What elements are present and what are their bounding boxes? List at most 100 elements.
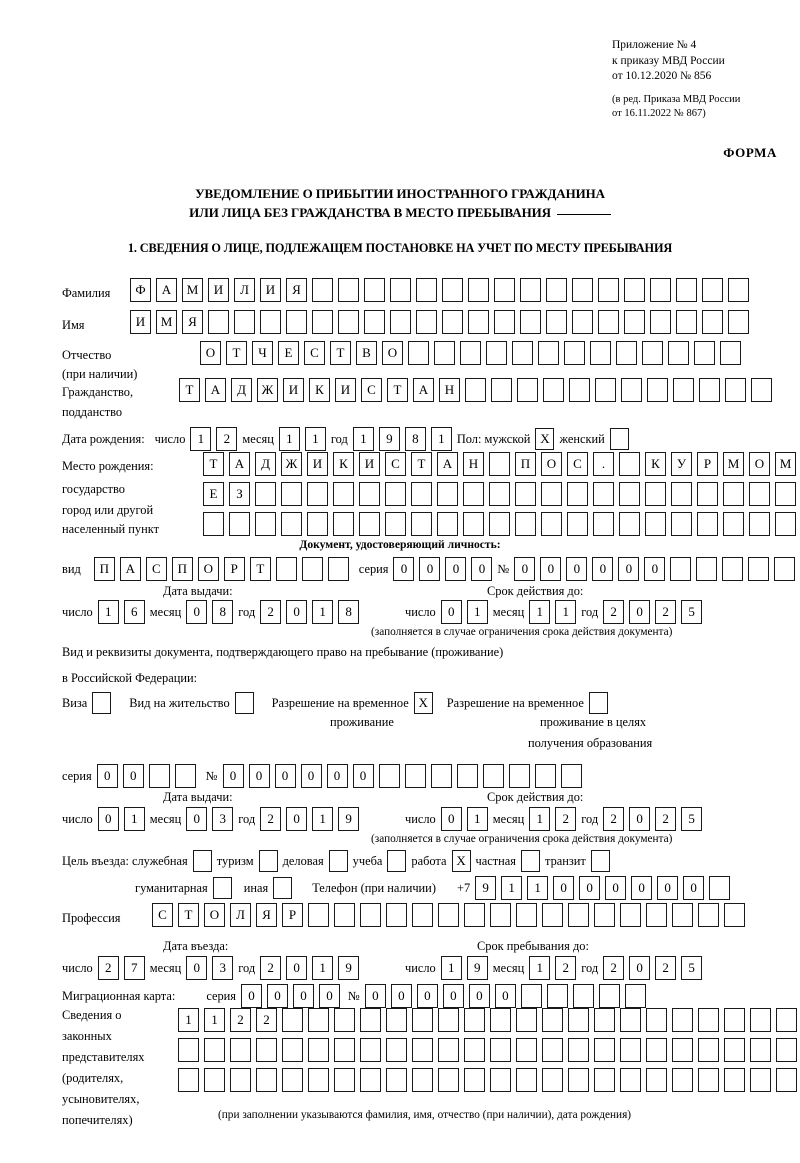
- char-cell[interactable]: [672, 1038, 693, 1062]
- char-cell[interactable]: 0: [629, 956, 651, 980]
- char-cell[interactable]: 2: [97, 956, 119, 980]
- char-cell[interactable]: [672, 903, 693, 927]
- char-cell[interactable]: [512, 341, 533, 365]
- char-cell[interactable]: [724, 903, 745, 927]
- char-cell[interactable]: 0: [248, 764, 270, 788]
- char-cell[interactable]: [702, 278, 723, 302]
- char-cell[interactable]: 0: [274, 764, 296, 788]
- birthplace-input-row-3[interactable]: [203, 512, 800, 536]
- char-cell[interactable]: [308, 903, 329, 927]
- char-cell[interactable]: 0: [592, 557, 614, 581]
- char-cell[interactable]: 0: [440, 807, 462, 831]
- char-cell[interactable]: [590, 341, 611, 365]
- char-cell[interactable]: [386, 1008, 407, 1032]
- char-cell[interactable]: [378, 764, 400, 788]
- char-cell[interactable]: [390, 278, 411, 302]
- char-cell[interactable]: [542, 903, 563, 927]
- char-cell[interactable]: А: [437, 452, 458, 476]
- char-cell[interactable]: [671, 512, 692, 536]
- char-cell[interactable]: Т: [387, 378, 408, 402]
- char-cell[interactable]: [698, 1068, 719, 1092]
- char-cell[interactable]: П: [93, 557, 115, 581]
- char-cell[interactable]: 7: [123, 956, 145, 980]
- char-cell[interactable]: [489, 482, 510, 506]
- char-cell[interactable]: [723, 512, 744, 536]
- char-cell[interactable]: 0: [618, 557, 640, 581]
- char-cell[interactable]: [282, 1008, 303, 1032]
- char-cell[interactable]: [174, 764, 196, 788]
- char-cell[interactable]: [411, 482, 432, 506]
- char-cell[interactable]: 0: [286, 807, 308, 831]
- char-cell[interactable]: Т: [203, 452, 224, 476]
- char-cell[interactable]: 1: [312, 600, 334, 624]
- char-cell[interactable]: Ф: [130, 278, 151, 302]
- char-cell[interactable]: 5: [681, 600, 703, 624]
- char-cell[interactable]: А: [156, 278, 177, 302]
- char-cell[interactable]: 0: [300, 764, 322, 788]
- char-cell[interactable]: [568, 1008, 589, 1032]
- char-cell[interactable]: 0: [286, 956, 308, 980]
- char-cell[interactable]: 1: [440, 956, 462, 980]
- purpose-other-checkbox[interactable]: [273, 877, 293, 899]
- char-cell[interactable]: [724, 1008, 745, 1032]
- char-cell[interactable]: Е: [203, 482, 224, 506]
- char-cell[interactable]: [750, 1068, 771, 1092]
- char-cell[interactable]: 5: [681, 807, 703, 831]
- char-cell[interactable]: [702, 310, 723, 334]
- char-cell[interactable]: П: [171, 557, 193, 581]
- char-cell[interactable]: 0: [326, 764, 348, 788]
- char-cell[interactable]: [546, 310, 567, 334]
- char-cell[interactable]: [334, 1008, 355, 1032]
- char-cell[interactable]: С: [567, 452, 588, 476]
- char-cell[interactable]: [515, 512, 536, 536]
- char-cell[interactable]: И: [335, 378, 356, 402]
- char-cell[interactable]: С: [145, 557, 167, 581]
- char-cell[interactable]: О: [749, 452, 770, 476]
- char-cell[interactable]: [728, 310, 749, 334]
- char-cell[interactable]: [593, 482, 614, 506]
- char-cell[interactable]: 0: [540, 557, 562, 581]
- char-cell[interactable]: [517, 378, 538, 402]
- char-cell[interactable]: [229, 512, 250, 536]
- char-cell[interactable]: [698, 903, 719, 927]
- char-cell[interactable]: 1: [190, 427, 212, 451]
- char-cell[interactable]: [286, 310, 307, 334]
- char-cell[interactable]: 9: [475, 876, 497, 900]
- char-cell[interactable]: 2: [603, 807, 625, 831]
- char-cell[interactable]: С: [361, 378, 382, 402]
- char-cell[interactable]: [464, 1008, 485, 1032]
- char-cell[interactable]: [567, 512, 588, 536]
- char-cell[interactable]: [650, 310, 671, 334]
- char-cell[interactable]: О: [541, 452, 562, 476]
- char-cell[interactable]: 1: [278, 427, 300, 451]
- char-cell[interactable]: 0: [629, 807, 651, 831]
- char-cell[interactable]: [491, 378, 512, 402]
- char-cell[interactable]: [411, 512, 432, 536]
- char-cell[interactable]: [619, 452, 640, 476]
- char-cell[interactable]: 1: [529, 807, 551, 831]
- char-cell[interactable]: [569, 378, 590, 402]
- char-cell[interactable]: 1: [466, 600, 488, 624]
- char-cell[interactable]: О: [197, 557, 219, 581]
- char-cell[interactable]: К: [309, 378, 330, 402]
- char-cell[interactable]: [619, 512, 640, 536]
- purpose-business-checkbox[interactable]: [328, 850, 348, 872]
- char-cell[interactable]: [725, 378, 746, 402]
- char-cell[interactable]: [412, 1038, 433, 1062]
- char-cell[interactable]: 0: [286, 600, 308, 624]
- char-cell[interactable]: С: [152, 903, 173, 927]
